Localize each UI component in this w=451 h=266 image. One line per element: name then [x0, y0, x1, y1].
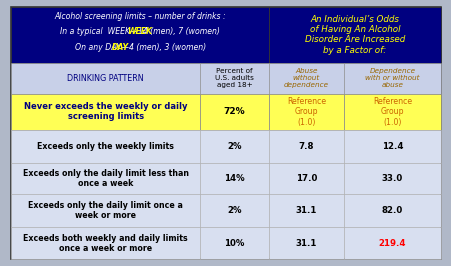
Bar [268, 7, 440, 63]
Bar [200, 227, 268, 259]
Bar [343, 194, 440, 227]
Bar [200, 130, 268, 163]
Bar [11, 194, 200, 227]
Text: Reference
Group
(1.0): Reference Group (1.0) [372, 97, 411, 127]
Text: Reference
Group
(1.0): Reference Group (1.0) [286, 97, 325, 127]
Text: In a typical  WEEK—14 (men), 7 (women): In a typical WEEK—14 (men), 7 (women) [60, 27, 220, 36]
Text: 31.1: 31.1 [295, 206, 317, 215]
Bar [11, 163, 200, 194]
Bar [200, 163, 268, 194]
Bar [268, 194, 343, 227]
Text: 17.0: 17.0 [295, 174, 317, 183]
Text: 31.1: 31.1 [295, 239, 317, 248]
Text: Never exceeds the weekly or daily
screening limits: Never exceeds the weekly or daily screen… [24, 102, 187, 122]
Bar [343, 94, 440, 130]
Bar [343, 163, 440, 194]
Bar [11, 130, 200, 163]
Text: Abuse
without
dependence: Abuse without dependence [283, 68, 328, 88]
Bar [268, 227, 343, 259]
Text: 14%: 14% [224, 174, 244, 183]
Text: Exceeds only the weekly limits: Exceeds only the weekly limits [37, 142, 174, 151]
Text: An Individual’s Odds
of Having An Alcohol
Disorder Are Increased
by a Factor of:: An Individual’s Odds of Having An Alcoho… [304, 15, 404, 55]
Text: DRINKING PATTERN: DRINKING PATTERN [67, 74, 144, 83]
Text: Percent of
U.S. adults
aged 18+: Percent of U.S. adults aged 18+ [215, 68, 253, 88]
Text: 12.4: 12.4 [381, 142, 402, 151]
Text: 219.4: 219.4 [378, 239, 405, 248]
Text: Exceeds both weekly and daily limits
once a week or more: Exceeds both weekly and daily limits onc… [23, 234, 188, 253]
Text: Exceeds only the daily limit once a
week or more: Exceeds only the daily limit once a week… [28, 201, 183, 220]
Bar [11, 63, 200, 94]
Text: 2%: 2% [227, 206, 241, 215]
Text: DAY: DAY [112, 43, 129, 52]
Bar [200, 63, 268, 94]
Text: 10%: 10% [224, 239, 244, 248]
Bar [11, 94, 200, 130]
Text: 33.0: 33.0 [381, 174, 402, 183]
Bar [343, 130, 440, 163]
Bar [200, 194, 268, 227]
Bar [11, 227, 200, 259]
Text: 82.0: 82.0 [381, 206, 402, 215]
Text: 2%: 2% [227, 142, 241, 151]
Bar [11, 7, 268, 63]
Bar [343, 227, 440, 259]
Bar [268, 130, 343, 163]
Text: Alcohol screening limits – number of drinks :: Alcohol screening limits – number of dri… [54, 12, 226, 21]
Text: On any DAY—4 (men), 3 (women): On any DAY—4 (men), 3 (women) [74, 43, 205, 52]
Text: Exceeds only the daily limit less than
once a week: Exceeds only the daily limit less than o… [23, 169, 189, 188]
Text: 7.8: 7.8 [298, 142, 313, 151]
Bar [268, 63, 343, 94]
Text: Dependence
with or without
abuse: Dependence with or without abuse [364, 68, 419, 88]
Bar [200, 94, 268, 130]
Text: WEEK: WEEK [127, 27, 152, 36]
Bar [343, 63, 440, 94]
Bar [268, 163, 343, 194]
Bar [268, 94, 343, 130]
Text: 72%: 72% [223, 107, 245, 116]
